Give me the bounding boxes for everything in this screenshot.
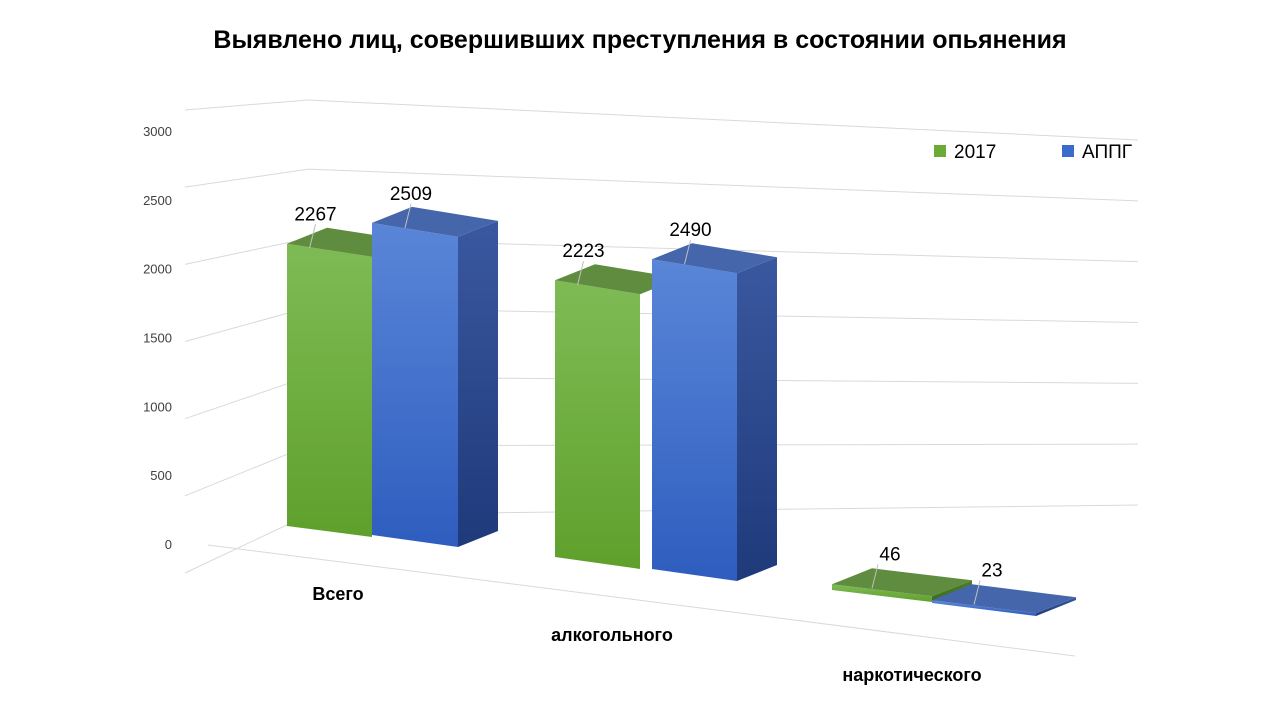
y-tick-label: 1000 (143, 399, 172, 414)
bar-side-АППГ-алкогольного (737, 257, 777, 581)
data-label: 2509 (390, 184, 432, 205)
bar-top-2017-алкогольного (555, 264, 680, 295)
bar-2017-алкогольного (555, 280, 640, 569)
data-label: 2223 (562, 241, 604, 262)
category-labels: Всего алкогольного наркотического (312, 584, 981, 685)
y-tick-label: 2000 (143, 262, 172, 277)
bar-АППГ-алкогольного (652, 259, 737, 581)
bar-top-АППГ-алкогольного (652, 243, 777, 274)
data-label-leader (684, 240, 691, 265)
data-label-leader (577, 261, 584, 286)
bar-side-АППГ-Всего (458, 220, 498, 547)
data-label: 2267 (294, 204, 336, 225)
gridline-left (184, 168, 309, 188)
data-label: 46 (879, 544, 900, 565)
data-label-leader (871, 564, 879, 589)
legend-label: 2017 (954, 142, 996, 163)
bar-top-АППГ-наркотического (932, 584, 1076, 614)
data-label: 2490 (669, 220, 711, 241)
bar-2017-наркотического (832, 584, 932, 602)
category-label: алкогольного (551, 625, 673, 645)
category-label: Всего (312, 584, 363, 604)
data-labels: 2267 2509 2223 2490 46 23 (294, 184, 1003, 605)
bar-АППГ-наркотического (932, 600, 1036, 616)
category-label: наркотического (842, 665, 981, 685)
legend: 2017 АППГ (934, 142, 1132, 163)
chart-title: Выявлено лиц, совершивших преступления в… (213, 26, 1067, 54)
y-tick-label: 1500 (143, 331, 172, 346)
legend-label: АППГ (1082, 142, 1132, 163)
gridline-left (184, 99, 309, 111)
bar-side-АППГ-наркотического (1036, 597, 1076, 616)
y-axis-ticks: 0 500 1000 1500 2000 2500 3000 (143, 124, 172, 552)
y-tick-label: 500 (150, 468, 172, 483)
data-label-leader (309, 224, 316, 249)
gridline (307, 99, 1139, 141)
data-label: 23 (981, 561, 1002, 582)
bar-2017-Всего (287, 243, 372, 538)
bar-АППГ-Всего (372, 222, 458, 547)
legend-swatch (934, 145, 946, 157)
data-label-leader (404, 203, 412, 229)
y-tick-label: 2500 (143, 193, 172, 208)
floor-front-edge (207, 544, 1076, 657)
y-tick-label: 0 (165, 537, 172, 552)
data-label-leader (973, 580, 981, 605)
y-tick-label: 3000 (143, 124, 172, 139)
bar-top-2017-наркотического (832, 568, 972, 597)
bars (287, 206, 1076, 616)
gridline-left (184, 237, 309, 265)
bar-top-АППГ-Всего (372, 206, 498, 237)
legend-swatch (1062, 145, 1074, 157)
gridline (307, 168, 1139, 202)
